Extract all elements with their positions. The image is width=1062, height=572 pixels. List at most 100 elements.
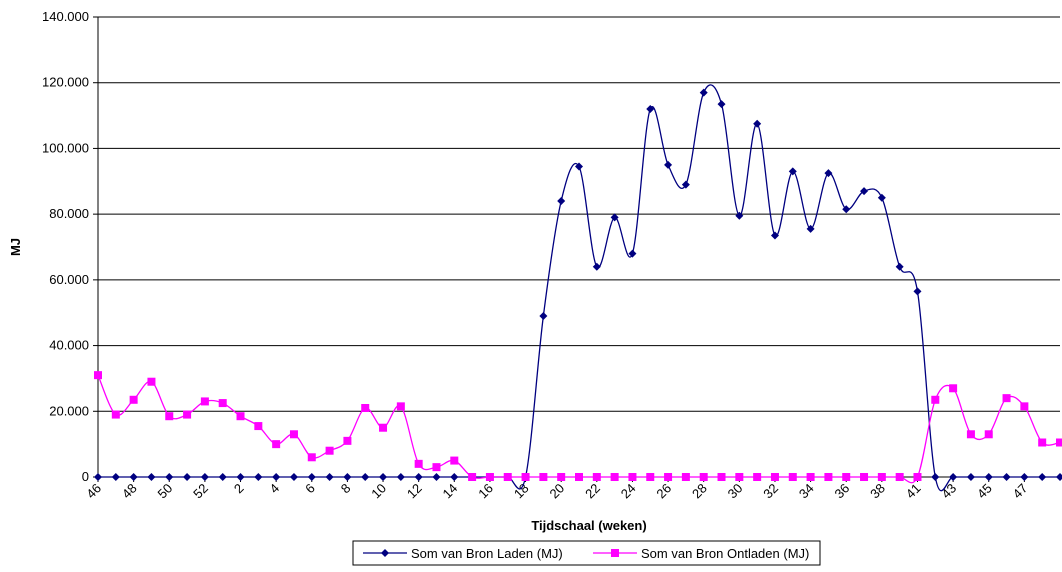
x-tick-label: 22	[582, 481, 603, 502]
data-point	[860, 187, 869, 196]
data-point	[788, 473, 797, 481]
data-point	[94, 473, 102, 481]
data-point	[343, 473, 352, 481]
data-point	[966, 430, 975, 439]
data-point	[343, 436, 352, 445]
data-point	[272, 440, 281, 449]
data-point	[521, 473, 530, 481]
data-point	[468, 473, 477, 481]
data-point	[165, 473, 174, 481]
data-point	[628, 249, 637, 258]
x-tick-label: 30	[725, 481, 746, 502]
x-tick-label: 41	[903, 481, 924, 502]
y-tick-label: 60.000	[49, 272, 89, 287]
data-point	[753, 119, 762, 128]
x-tick-label: 34	[796, 481, 817, 502]
data-point	[824, 169, 833, 178]
data-point	[753, 473, 762, 481]
legend-label: Som van Bron Ontladen (MJ)	[641, 546, 809, 561]
data-point	[289, 473, 298, 481]
x-tick-label: 36	[832, 481, 853, 502]
data-point	[717, 100, 726, 109]
legend-swatch-marker	[381, 549, 389, 557]
data-point	[913, 473, 922, 481]
data-point	[646, 473, 655, 481]
data-point	[575, 162, 583, 171]
x-tick-label: 8	[338, 481, 354, 497]
data-point	[414, 459, 423, 468]
data-point	[949, 473, 958, 481]
data-point	[236, 473, 245, 481]
y-axis-title: MJ	[8, 238, 23, 256]
x-tick-label: 12	[404, 481, 425, 502]
data-point	[842, 205, 851, 214]
y-tick-label: 0	[82, 469, 89, 484]
data-point	[735, 211, 744, 220]
data-point	[770, 473, 779, 481]
plot-series	[94, 84, 1062, 492]
series-2	[94, 371, 1062, 484]
data-point	[539, 473, 548, 481]
x-tick-label: 28	[689, 481, 710, 502]
x-tick-label: 47	[1010, 481, 1031, 502]
gridlines	[98, 16, 1060, 412]
x-tick-label: 16	[475, 481, 496, 502]
data-point	[1038, 438, 1047, 447]
data-point	[147, 473, 156, 481]
x-tick-label: 52	[190, 481, 211, 502]
data-point	[842, 473, 851, 481]
x-tick-label: 50	[155, 481, 176, 502]
data-point	[699, 88, 708, 97]
data-point	[111, 410, 120, 419]
data-point	[361, 473, 370, 481]
data-point	[681, 473, 690, 481]
data-point	[860, 473, 869, 481]
data-point	[824, 473, 833, 481]
legend-label: Som van Bron Laden (MJ)	[411, 546, 563, 561]
data-point	[1056, 438, 1062, 447]
y-tick-label: 120.000	[42, 75, 89, 90]
x-tick-label: 38	[867, 481, 888, 502]
data-point	[539, 312, 548, 320]
x-tick-label: 26	[653, 481, 674, 502]
x-tick-label: 20	[546, 481, 567, 502]
data-point	[289, 430, 298, 439]
data-point	[646, 105, 655, 113]
x-tick-label: 10	[368, 481, 389, 502]
data-point	[895, 262, 904, 271]
data-point	[485, 473, 494, 481]
data-point	[361, 404, 370, 412]
data-point	[165, 412, 174, 421]
x-tick-label: 4	[267, 481, 283, 497]
data-point	[272, 473, 281, 481]
data-point	[664, 473, 673, 481]
data-point	[200, 473, 209, 481]
legend-swatch-marker	[611, 549, 619, 557]
data-point	[575, 473, 583, 481]
data-point	[1020, 402, 1029, 411]
data-point	[111, 473, 120, 481]
legend-box	[352, 540, 821, 566]
y-axis: 0 20.000 40.000 60.000 80.000 100.000 120.000 1…	[42, 9, 99, 484]
x-tick-label: 24	[618, 481, 639, 502]
data-point	[200, 397, 209, 406]
data-point	[877, 193, 886, 202]
legend: Som van Bron Laden (MJ) Som van Bron Ontl…	[352, 540, 821, 566]
data-point	[307, 473, 316, 481]
data-point	[895, 473, 904, 481]
x-tick-label: 14	[440, 481, 461, 502]
data-point	[717, 473, 726, 481]
data-point	[450, 473, 459, 481]
data-point	[307, 453, 316, 462]
data-point	[788, 167, 797, 176]
data-point	[218, 399, 227, 408]
series-1	[94, 84, 1062, 492]
data-point	[735, 473, 744, 481]
data-point	[218, 473, 227, 481]
data-point	[592, 473, 601, 481]
x-tick-label: 2	[231, 481, 247, 497]
data-point	[396, 402, 405, 411]
data-point	[254, 473, 263, 481]
data-point	[1002, 473, 1011, 481]
